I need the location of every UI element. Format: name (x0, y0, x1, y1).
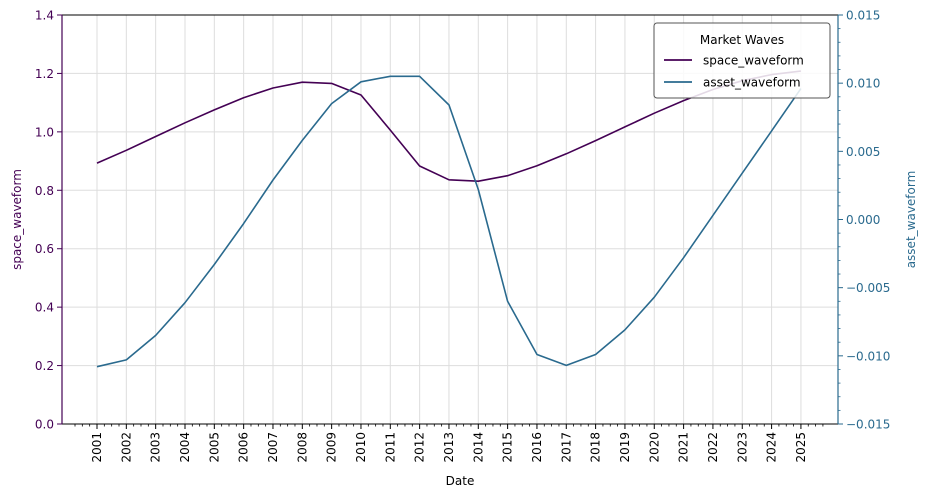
x-tick-label: 2016 (530, 432, 544, 463)
series-line-space_waveform (96, 70, 801, 182)
left-tick-label: 0.2 (35, 359, 54, 373)
x-tick-label: 2019 (618, 432, 632, 463)
left-tick-label: 0.6 (35, 242, 54, 256)
x-tick-label: 2004 (178, 432, 192, 463)
x-tick-label: 2003 (149, 432, 163, 463)
x-tick-label: 2024 (765, 432, 779, 463)
right-tick-label: 0.015 (846, 9, 880, 23)
x-tick-label: 2001 (90, 432, 104, 463)
right-tick-label: −0.005 (846, 281, 890, 295)
right-tick-label: −0.010 (846, 349, 890, 363)
x-tick-label: 2018 (589, 432, 603, 463)
left-tick-label: 1.4 (35, 9, 54, 23)
right-tick-label: 0.005 (846, 145, 880, 159)
x-tick-label: 2020 (647, 432, 661, 463)
right-tick-label: 0.000 (846, 213, 880, 227)
legend-label-space_waveform: space_waveform (703, 54, 804, 68)
x-tick-label: 2014 (471, 432, 485, 463)
legend-title: Market Waves (700, 33, 784, 47)
x-tick-label: 2008 (295, 432, 309, 463)
right-tick-label: −0.015 (846, 418, 890, 432)
x-tick-label: 2010 (354, 432, 368, 463)
x-tick-label: 2021 (677, 432, 691, 463)
right-tick-label: 0.010 (846, 77, 880, 91)
x-tick-label: 2015 (501, 432, 515, 463)
x-tick-label: 2009 (325, 432, 339, 463)
right-axis-label: asset_waveform (904, 171, 918, 269)
x-axis-label: Date (446, 474, 475, 488)
left-tick-label: 0.0 (35, 418, 54, 432)
x-tick-label: 2017 (559, 432, 573, 463)
legend-label-asset_waveform: asset_waveform (703, 76, 801, 90)
x-tick-label: 2023 (735, 432, 749, 463)
x-tick-label: 2011 (383, 432, 397, 463)
left-tick-label: 1.2 (35, 67, 54, 81)
x-tick-label: 2005 (207, 432, 221, 463)
left-axis-label: space_waveform (10, 169, 24, 270)
x-tick-label: 2022 (706, 432, 720, 463)
x-tick-label: 2013 (442, 432, 456, 463)
left-tick-label: 0.4 (35, 301, 54, 315)
series-line-asset_waveform (96, 75, 802, 368)
x-tick-label: 2012 (413, 432, 427, 463)
x-tick-label: 2007 (266, 432, 280, 463)
x-tick-label: 2025 (794, 432, 808, 463)
x-tick-label: 2006 (237, 432, 251, 463)
x-tick-label: 2002 (119, 432, 133, 463)
left-tick-label: 1.0 (35, 125, 54, 139)
left-tick-label: 0.8 (35, 184, 54, 198)
legend-box (653, 22, 831, 99)
